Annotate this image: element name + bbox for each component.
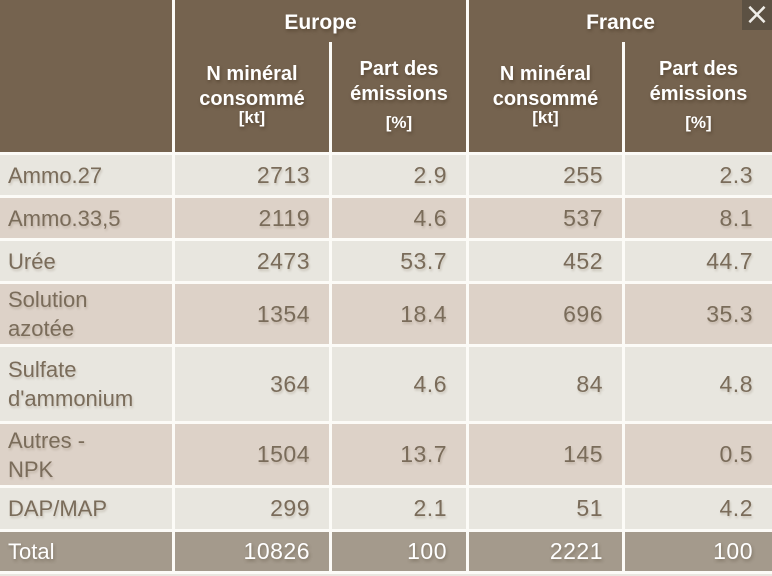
total-cell-europe-pct: 100 (332, 532, 466, 571)
table-row: Ammo.33,5 2119 4.6 537 8.1 (0, 198, 772, 238)
cell-europe-pct: 2.9 (332, 155, 466, 195)
table-row: Sulfate d'ammonium 364 4.6 84 4.8 (0, 347, 772, 421)
column-header-label: Part des émissions (350, 57, 448, 105)
cell-europe-kt: 2119 (175, 198, 329, 238)
column-header-label: N minéral consommé (199, 62, 305, 110)
cell-france-pct: 2.3 (625, 155, 772, 195)
group-header-europe: Europe (175, 0, 466, 42)
cell-europe-pct: 13.7 (332, 424, 466, 485)
cell-europe-pct: 4.6 (332, 198, 466, 238)
column-header-label: Part des émissions (649, 57, 748, 105)
row-label: Ammo.33,5 (0, 198, 172, 238)
column-header-unit: [kt] (238, 107, 266, 127)
cell-europe-pct: 4.6 (332, 347, 466, 421)
total-cell-france-kt: 2221 (469, 532, 622, 571)
cell-france-kt: 452 (469, 241, 622, 281)
close-icon: × (744, 0, 770, 32)
cell-france-kt: 255 (469, 155, 622, 195)
table-row: Urée 2473 53.7 452 44.7 (0, 241, 772, 281)
cell-france-pct: 4.8 (625, 347, 772, 421)
cell-france-pct: 35.3 (625, 284, 772, 344)
column-header-label: N minéral consommé (492, 62, 599, 110)
table-row: Ammo.27 2713 2.9 255 2.3 (0, 155, 772, 195)
table-body: Ammo.27 2713 2.9 255 2.3 Ammo.33,5 2119 … (0, 155, 772, 529)
cell-france-kt: 84 (469, 347, 622, 421)
cell-france-pct: 4.2 (625, 488, 772, 529)
column-header-europe-part-emissions: Part des émissions [%] (332, 42, 466, 152)
row-label: Solution azotée (0, 284, 172, 344)
cell-europe-pct: 18.4 (332, 284, 466, 344)
column-header-unit: [%] (385, 112, 413, 132)
close-button[interactable]: × (742, 0, 772, 30)
row-label: DAP/MAP (0, 488, 172, 529)
column-header-france-part-emissions: Part des émissions [%] (625, 42, 772, 152)
cell-france-pct: 0.5 (625, 424, 772, 485)
cell-france-kt: 145 (469, 424, 622, 485)
cell-europe-kt: 1354 (175, 284, 329, 344)
column-header-unit: [%] (685, 112, 712, 132)
cell-europe-kt: 2473 (175, 241, 329, 281)
cell-europe-pct: 2.1 (332, 488, 466, 529)
group-header-france: France (469, 0, 772, 42)
row-label: Sulfate d'ammonium (0, 347, 172, 421)
row-label: Autres - NPK (0, 424, 172, 485)
header-corner-cell (0, 0, 172, 152)
row-label: Ammo.27 (0, 155, 172, 195)
total-cell-europe-kt: 10826 (175, 532, 329, 571)
column-header-france-n-mineral: N minéral consommé [kt] (469, 42, 622, 152)
cell-europe-kt: 299 (175, 488, 329, 529)
cell-france-kt: 537 (469, 198, 622, 238)
cell-europe-kt: 1504 (175, 424, 329, 485)
total-cell-france-pct: 100 (625, 532, 772, 571)
column-header-unit: [kt] (532, 107, 559, 127)
table-row: DAP/MAP 299 2.1 51 4.2 (0, 488, 772, 529)
table-row: Solution azotée 1354 18.4 696 35.3 (0, 284, 772, 344)
bottom-strip (0, 574, 772, 576)
cell-france-pct: 8.1 (625, 198, 772, 238)
cell-france-kt: 51 (469, 488, 622, 529)
table-row: Autres - NPK 1504 13.7 145 0.5 (0, 424, 772, 485)
cell-france-pct: 44.7 (625, 241, 772, 281)
row-label: Urée (0, 241, 172, 281)
column-header-europe-n-mineral: N minéral consommé [kt] (175, 42, 329, 152)
table-header: Europe France N minéral consommé [kt] Pa… (0, 0, 772, 152)
total-row-label: Total (0, 532, 172, 571)
cell-europe-kt: 364 (175, 347, 329, 421)
cell-europe-pct: 53.7 (332, 241, 466, 281)
total-row: Total 10826 100 2221 100 (0, 532, 772, 571)
cell-europe-kt: 2713 (175, 155, 329, 195)
cell-france-kt: 696 (469, 284, 622, 344)
